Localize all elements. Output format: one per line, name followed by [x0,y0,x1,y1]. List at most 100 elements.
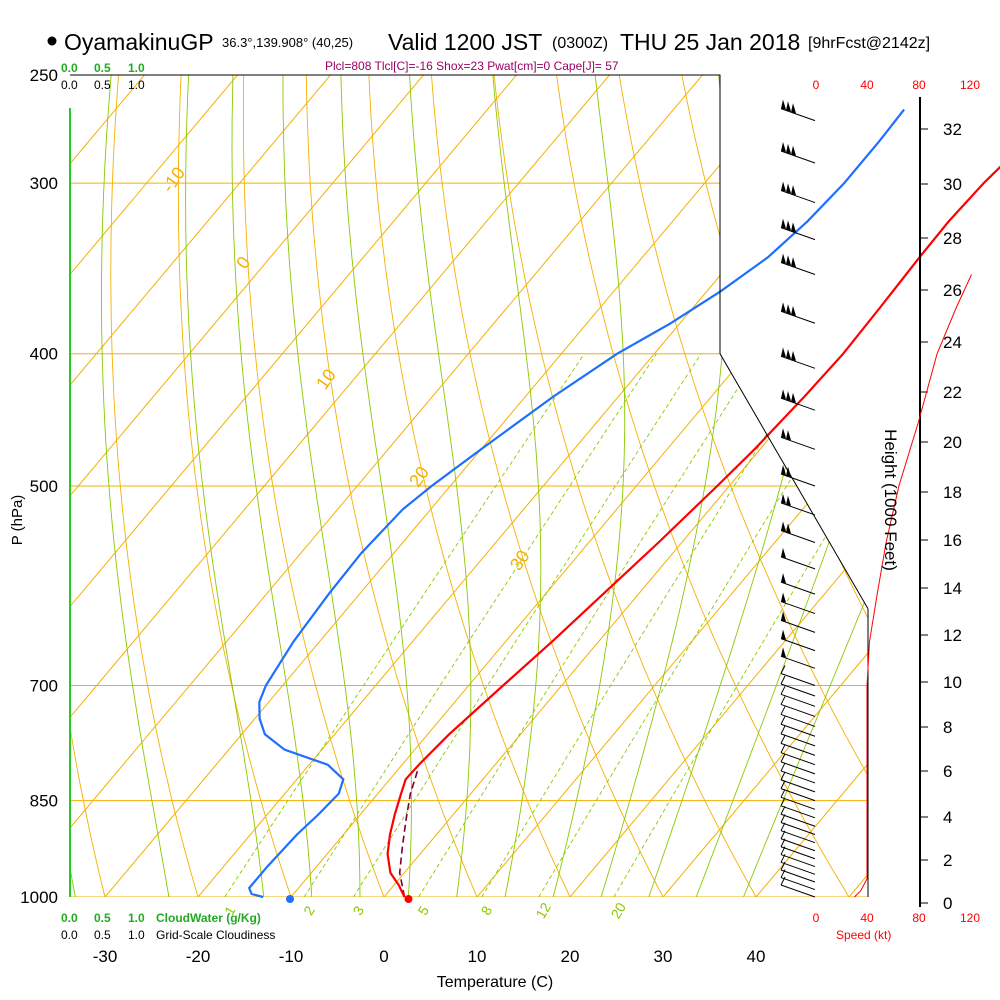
wind-barb [780,806,816,827]
wind-barb-shaft [780,655,816,669]
wind-barb-feather [780,696,786,705]
pressure-tick-label: 850 [30,792,58,811]
speed-tick-bottom: 120 [960,911,980,925]
height-tick-label: 26 [943,281,962,300]
moist-adiabat [282,75,361,897]
cloudiness-tick-bottom: 0.0 [61,928,78,942]
station-marker-icon [47,36,57,46]
wind-barb-flag [781,573,786,584]
wind-barb-flag [781,347,786,358]
wind-barb-shaft [780,752,816,766]
pressure-tick-label: 250 [30,66,58,85]
wind-barb [780,521,816,543]
plot-frame [70,74,921,907]
moist-adiabat [405,75,472,897]
dry-adiabat [483,75,773,897]
wind-barb-flag [781,465,786,475]
isotherm-line [545,75,868,897]
wind-barb-flag [786,391,791,402]
mixing-ratio-label: 8 [477,903,495,918]
chart-header: OyamakinuGP 36.3°,139.908° (40,25) Valid… [47,29,930,73]
wind-barb-shaft [780,397,816,411]
speed-tick-top: 80 [912,78,926,92]
mixing-ratio-line [353,353,702,897]
height-tick-label: 28 [943,229,962,248]
wind-barb [780,465,816,487]
frame-diagonal [719,353,869,609]
height-tick-label: 16 [943,531,962,550]
wind-barb-feather [780,797,786,807]
wind-barb-flag [786,430,791,441]
moist-adiabat [339,75,412,897]
wind-barb-shaft [780,869,816,883]
cloudiness-tick-bottom: 0.5 [94,928,111,942]
moist-adiabat [70,75,82,897]
wind-barb-flag [791,145,796,156]
dry-adiabat [836,75,868,897]
isotherm-line [70,75,536,897]
wind-barb [780,715,816,737]
pressure-tick-label: 500 [30,477,58,496]
wind-barb-shaft [780,530,816,543]
wind-barb [780,647,816,669]
temperature-tick-label: 30 [654,947,673,966]
wind-barb-flag [791,222,796,233]
temperature-tick-label: 20 [561,947,580,966]
wind-barb [780,547,816,570]
indices-line: Plcl=808 Tlcl[C]=-16 Shox=23 Pwat[cm]=0 … [325,59,619,73]
speed-tick-bottom: 40 [860,911,874,925]
wind-barb-feather [780,780,786,789]
wind-barb-shaft [780,601,816,615]
wind-barb-flag [781,218,786,229]
wind-barb-shaft [780,638,816,652]
top-bottom-scales: 0.0 0.5 1.0 0.0 0.5 1.0 0.0 0.5 1.0 Clou… [61,61,980,942]
isotherm-line [70,75,815,897]
isotherm-line [70,75,629,897]
wind-barb [780,493,816,516]
speed-tick-bottom: 80 [912,911,926,925]
wind-barb-shaft [780,779,816,793]
wind-barb-shaft [780,108,816,122]
wind-barb [780,744,816,766]
wind-barb-feather [780,771,786,781]
dry-adiabat-label: 10 [312,365,340,393]
wind-barb [780,347,816,369]
wind-barb-feather [780,762,786,772]
wind-barb-shaft [780,761,816,775]
y-axis-title: P (hPa) [9,495,26,546]
mixing-ratio-label: 5 [414,903,432,918]
wind-barb-flag [781,142,786,153]
height-tick-label: 14 [943,579,962,598]
moist-adiabat [591,75,728,897]
mixing-ratio-label: 2 [300,903,318,918]
wind-barb-feather [780,753,786,763]
wind-barb [780,218,816,241]
wind-barb [780,253,816,275]
moist-adiabat [231,75,314,897]
wind-barb [780,789,816,810]
wind-barb-shaft [780,619,816,633]
moist-adiabat [101,75,175,897]
wind-barb-flag [786,523,791,534]
wind-barb-shaft [780,150,816,164]
cloudwater-tick-top: 0.0 [61,61,78,75]
cloudwater-tick-top: 1.0 [128,61,145,75]
pressure-tick-label: 1000 [20,888,58,907]
surface-dewpoint-point [286,895,294,903]
cloudiness-tick-top: 0.0 [61,78,78,92]
pressure-tick-label: 300 [30,174,58,193]
wind-barb-flag [781,629,786,640]
wind-barb [780,706,816,727]
station-name: OyamakinuGP [64,29,214,55]
wind-barb-shaft [780,683,816,697]
height-tick-label: 8 [943,718,952,737]
dry-adiabat [424,75,679,897]
isotherm-line [70,75,164,897]
dry-adiabat [601,75,868,897]
valid-date: THU 25 Jan 2018 [620,29,800,55]
isotherm-line [70,75,257,897]
wind-barb-flag [786,220,791,231]
dry-adiabat [542,75,868,897]
wind-barb-shaft [780,846,816,860]
